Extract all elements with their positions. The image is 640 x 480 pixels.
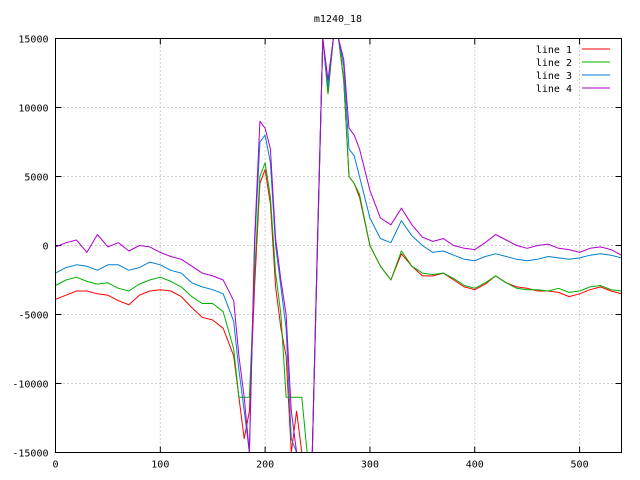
series-lines [55,38,622,453]
x-tick-label: 0 [52,460,58,471]
plot-frame [55,38,622,453]
y-tick-label: -10000 [12,380,48,391]
y-tick-label: -5000 [18,311,48,322]
y-tick-label: 5000 [24,173,48,184]
axis-ticks: 0 100 200 300 400 500 -15000 -10000 -5000 0 5000 10… [12,35,622,471]
legend-label: line 4 [536,84,572,95]
x-tick-label: 200 [256,460,274,471]
legend-label: line 2 [536,58,572,69]
y-tick-label: 0 [42,242,48,253]
series-line-4 [55,38,622,453]
chart-title: m1240_18 [314,14,362,25]
legend-label: line 1 [536,45,572,56]
legend-label: line 3 [536,71,572,82]
x-tick-label: 500 [571,460,589,471]
legend: line 1 line 2 line 3 line 4 [536,45,610,95]
x-tick-label: 100 [151,460,169,471]
x-tick-label: 400 [466,460,484,471]
grid [55,38,622,453]
y-tick-label: 10000 [18,104,48,115]
y-tick-label: 15000 [18,35,48,46]
x-tick-label: 300 [361,460,379,471]
y-tick-label: -15000 [12,449,48,460]
